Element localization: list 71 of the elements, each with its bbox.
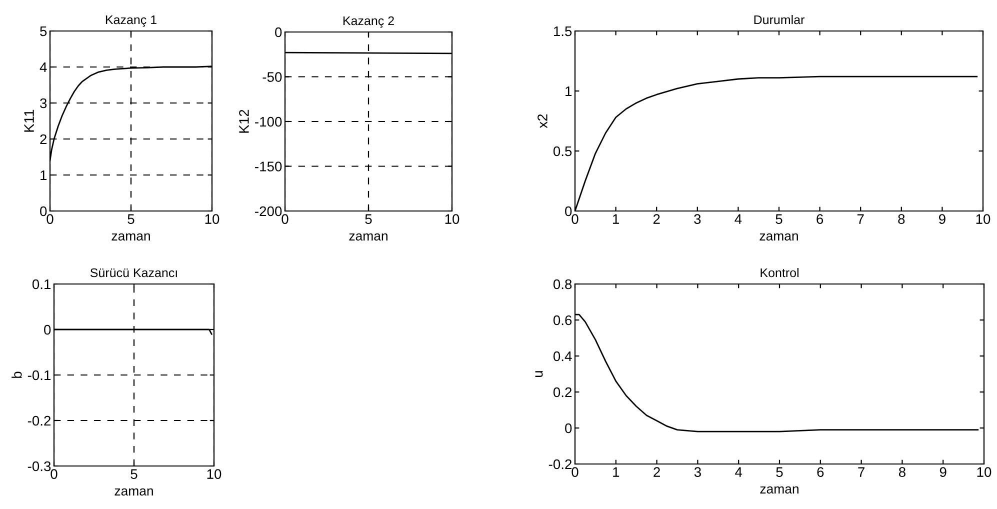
x-tick-label: 4 (735, 467, 742, 477)
x-tick-label: 1 (613, 467, 620, 477)
y-tick-label: -100 (255, 116, 282, 127)
x-tick-label: 3 (694, 214, 701, 224)
x-axis-title: zaman (760, 233, 798, 241)
x-tick-label: 7 (857, 214, 864, 224)
y-tick-label: 0 (44, 324, 51, 335)
y-axis-title: K11 (24, 110, 34, 132)
x-axis-title: zaman (114, 488, 153, 496)
x-tick-label: 10 (205, 214, 220, 224)
chart-title: Kontrol (760, 268, 798, 278)
x-tick-label: 10 (977, 467, 992, 477)
y-tick-label: 0.8 (553, 279, 572, 290)
x-tick-label: 10 (976, 214, 990, 224)
x-tick-label: 0 (572, 467, 578, 477)
x-tick-label: 4 (734, 214, 742, 224)
y-tick-label: 0 (565, 423, 572, 434)
x-tick-label: 1 (612, 214, 619, 224)
x-tick-label: 6 (816, 214, 824, 224)
y-tick-label: 0 (40, 206, 47, 216)
chart-title: Kazanç 1 (106, 15, 156, 27)
y-tick-label: 5 (40, 26, 47, 36)
y-tick-label: 2 (40, 134, 47, 144)
x-tick-label: 9 (940, 467, 946, 477)
x-tick-label: 10 (445, 214, 460, 224)
x-tick-label: 5 (365, 214, 372, 224)
x-tick-label: 5 (776, 467, 783, 477)
x-tick-label: 9 (938, 214, 946, 224)
x-tick-label: 2 (654, 467, 660, 477)
x-tick-label: 7 (858, 467, 864, 477)
y-tick-label: 0.6 (553, 315, 572, 326)
x-tick-label: 10 (207, 469, 222, 479)
y-tick-label: -0.3 (28, 461, 51, 472)
y-tick-label: -150 (255, 162, 282, 172)
x-tick-label: 6 (817, 467, 824, 477)
y-tick-label: -0.1 (28, 370, 51, 380)
y-tick-label: 4 (40, 62, 47, 72)
x-axis-title: zaman (112, 233, 150, 241)
x-tick-label: 3 (694, 467, 701, 477)
x-tick-label: 0 (50, 469, 58, 479)
y-axis-title: K12 (239, 110, 249, 133)
chart-title: Sürücü Kazancı (90, 268, 177, 278)
y-tick-label: 1.5 (554, 26, 572, 36)
y-tick-label: 0 (275, 27, 282, 38)
x-tick-label: 0 (282, 214, 288, 224)
y-tick-label: -0.2 (28, 416, 51, 426)
y-tick-label: 0.4 (553, 351, 572, 362)
chart-title: Kazanç 2 (343, 16, 394, 28)
x-tick-label: 2 (653, 214, 660, 224)
y-tick-label: -50 (262, 72, 282, 82)
y-tick-label: 0 (565, 206, 572, 216)
y-tick-label: 3 (40, 98, 47, 108)
y-tick-label: 0.2 (553, 387, 572, 398)
y-axis-title: u (535, 371, 543, 377)
x-axis-title: zaman (349, 233, 388, 241)
x-tick-label: 8 (898, 467, 906, 477)
y-tick-label: 0.1 (32, 279, 51, 290)
x-tick-label: 5 (776, 214, 782, 224)
y-tick-label: 1 (566, 86, 572, 96)
y-tick-label: -200 (255, 206, 282, 216)
y-tick-label: -0.2 (548, 459, 572, 470)
x-tick-label: 5 (130, 469, 138, 479)
x-tick-label: 8 (898, 214, 905, 224)
chart-title: Durumlar (754, 14, 804, 24)
y-tick-label: 0.5 (553, 146, 572, 156)
x-axis-title: zaman (760, 486, 798, 494)
y-tick-label: 1 (40, 170, 47, 180)
x-tick-label: 0 (572, 214, 578, 224)
x-tick-label: 5 (128, 214, 134, 224)
y-axis-title: b (12, 372, 22, 378)
y-axis-title: x2 (538, 114, 548, 128)
